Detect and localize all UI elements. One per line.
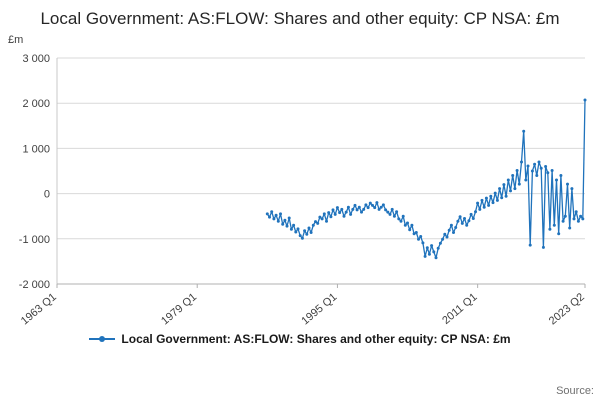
svg-text:2 000: 2 000 (22, 98, 50, 110)
svg-text:2011 Q1: 2011 Q1 (440, 291, 479, 327)
svg-text:-1 000: -1 000 (19, 234, 50, 246)
chart-area: 3 000 2 000 1 000 0 -1 000 -2 000 1963 Q1 1979 … (0, 46, 600, 346)
svg-text:1963 Q1: 1963 Q1 (19, 291, 59, 327)
y-axis-unit-label: £m (8, 34, 24, 47)
page-title: Local Government: AS:FLOW: Shares and ot… (40, 9, 560, 28)
svg-text:-2 000: -2 000 (19, 279, 50, 291)
source-label: Source: (556, 385, 594, 397)
legend-line-marker-icon (89, 336, 116, 343)
svg-text:1995 Q1: 1995 Q1 (299, 291, 339, 327)
svg-text:0: 0 (44, 189, 50, 201)
svg-text:1 000: 1 000 (22, 143, 50, 155)
legend-series-label: Local Government: AS:FLOW: Shares and ot… (121, 332, 511, 347)
legend: Local Government: AS:FLOW: Shares and ot… (0, 332, 600, 346)
svg-text:2023 Q2: 2023 Q2 (547, 291, 587, 327)
svg-text:1979 Q1: 1979 Q1 (159, 291, 199, 327)
svg-text:3 000: 3 000 (22, 53, 50, 65)
